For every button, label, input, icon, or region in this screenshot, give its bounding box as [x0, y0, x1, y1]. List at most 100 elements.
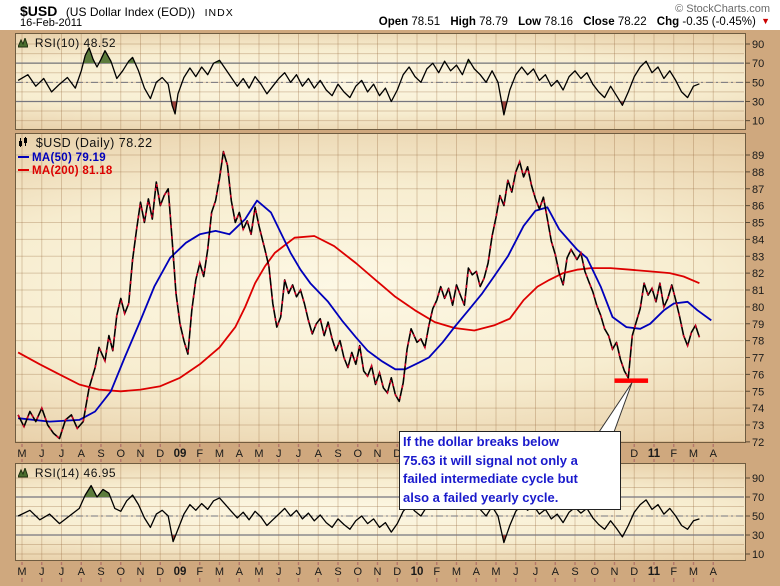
candlestick-icon [18, 137, 29, 152]
axis-label: 87 [752, 184, 764, 196]
axis-label: 72 [752, 437, 764, 449]
month-label: F [196, 448, 203, 460]
month-label: S [97, 566, 104, 578]
axis-label: 70 [752, 58, 764, 70]
month-label: A [78, 566, 86, 578]
axis-label: 50 [752, 77, 764, 89]
month-label: O [353, 566, 362, 578]
ma50-line-icon [18, 155, 29, 158]
exchange-label: INDX [204, 7, 234, 19]
annotation-line: 75.63 it will signal not only a [403, 452, 578, 468]
month-label: M [254, 448, 263, 460]
panel-layer-2 [16, 464, 750, 560]
high-label: High [450, 16, 476, 28]
month-label: M [215, 566, 224, 578]
month-label: J [39, 448, 45, 460]
chg-value: -0.35 (-0.45%) [682, 16, 756, 28]
axis-label: 84 [752, 234, 764, 246]
month-label: J [39, 566, 45, 578]
symbol-title: $USD [20, 3, 58, 19]
axis-label: 73 [752, 420, 764, 432]
axis-label: 30 [752, 96, 764, 108]
axis-label: 82 [752, 268, 764, 280]
axis-label: 76 [752, 369, 764, 381]
axis-label: 10 [752, 116, 764, 128]
axis-label: 77 [752, 353, 764, 365]
axis-label: 90 [752, 473, 764, 485]
axis-label: 74 [752, 403, 764, 415]
month-label: J [59, 566, 65, 578]
annotation-line: failed intermediate cycle but [403, 471, 578, 486]
month-label: N [374, 448, 382, 460]
main-legend: $USD (Daily) 78.22 MA(50) 79.19 MA(200) … [18, 136, 153, 179]
axis-label: 85 [752, 218, 764, 230]
month-label: J [59, 448, 65, 460]
axis-label: 90 [752, 39, 764, 51]
month-label: J [533, 566, 539, 578]
month-label: M [689, 448, 698, 460]
open-label: Open [378, 16, 409, 28]
month-label: M [17, 566, 26, 578]
ma200-legend: MA(200) 81.18 [32, 165, 113, 177]
axis-label: 30 [752, 530, 764, 542]
rsi14-label: RSI(14) 46.95 [34, 466, 117, 480]
title-row: $USD (US Dollar Index (EOD)) INDX [20, 3, 234, 21]
month-label: A [710, 566, 718, 578]
indicator-icon [17, 36, 29, 51]
rsi-line [17, 47, 700, 116]
rsi10-legend: RSI(10) 48.52 [17, 36, 117, 51]
month-label: S [334, 566, 341, 578]
month-label: 11 [648, 448, 661, 460]
axis-label: 78 [752, 336, 764, 348]
axis-label: 75 [752, 386, 764, 398]
rsi10-label: RSI(10) 48.52 [34, 36, 117, 50]
main-legend-symbol-row: $USD (Daily) 78.22 [18, 136, 153, 152]
month-label: N [611, 566, 619, 578]
month-label: A [315, 448, 323, 460]
month-label: S [97, 448, 104, 460]
ma50-legend-row: MA(50) 79.19 [18, 152, 153, 166]
indicator-icon [17, 466, 29, 481]
rsi14-legend: RSI(14) 46.95 [17, 466, 117, 481]
month-label: A [236, 566, 244, 578]
month-label: O [353, 448, 362, 460]
month-label: F [670, 448, 677, 460]
month-label: O [590, 566, 599, 578]
chart-date: 16-Feb-2011 [20, 17, 83, 29]
month-label: A [552, 566, 560, 578]
axis-label: 88 [752, 167, 764, 179]
axis-label: 70 [752, 492, 764, 504]
month-label: J [276, 448, 282, 460]
month-label: N [137, 448, 145, 460]
month-label: A [473, 566, 481, 578]
axis-label: 81 [752, 285, 764, 297]
annotation-line: If the dollar breaks below [403, 434, 560, 449]
panel-layer-0 [16, 34, 750, 129]
month-label: N [137, 566, 145, 578]
price-down-ticks [17, 151, 701, 440]
month-label: A [78, 448, 86, 460]
down-triangle-icon: ▼ [761, 16, 770, 26]
chart-header: $USD (US Dollar Index (EOD)) INDX © Stoc… [0, 0, 780, 30]
axis-label: 89 [752, 150, 764, 162]
month-label: M [254, 566, 263, 578]
close-value: 78.22 [617, 16, 647, 28]
main-legend-symbol: $USD (Daily) 78.22 [35, 136, 153, 150]
month-label: 10 [411, 566, 424, 578]
low-label: Low [518, 16, 542, 28]
ma200-legend-row: MA(200) 81.18 [18, 165, 153, 179]
symbol-name: (US Dollar Index (EOD)) [65, 5, 196, 19]
month-label: S [571, 566, 578, 578]
month-label: A [315, 566, 323, 578]
month-label: 09 [174, 448, 187, 460]
annotation-callout: If the dollar breaks below 75.63 it will… [399, 431, 621, 510]
low-value: 78.16 [544, 16, 574, 28]
month-label: D [393, 566, 401, 578]
month-label: O [116, 566, 125, 578]
month-label: J [296, 566, 302, 578]
month-label: J [276, 566, 282, 578]
month-label: F [433, 566, 440, 578]
month-label: N [374, 566, 382, 578]
